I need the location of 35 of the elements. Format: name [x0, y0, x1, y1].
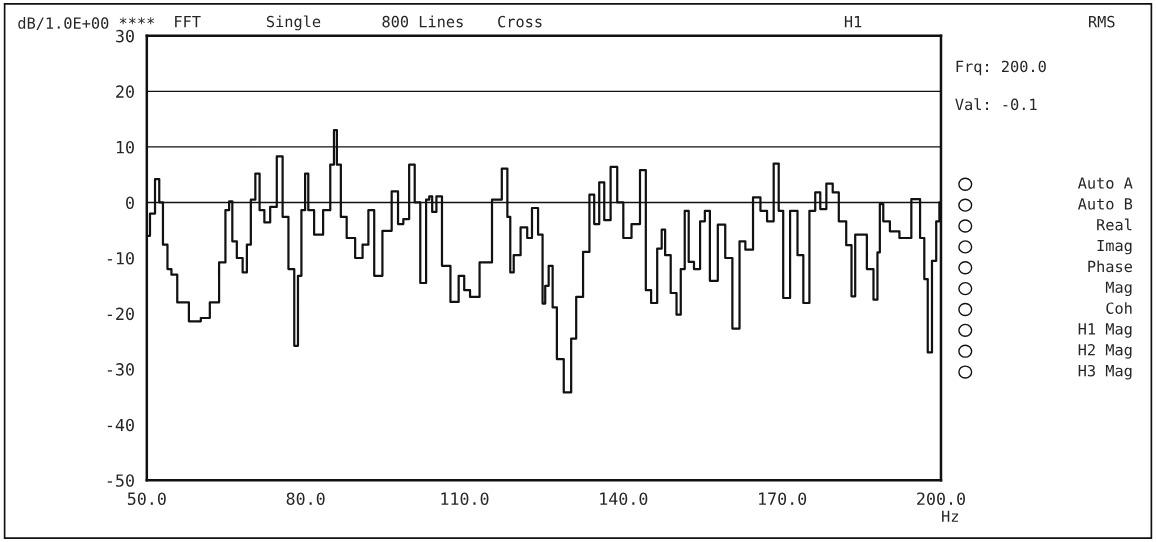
text: Val: -0.1	[955, 98, 1037, 111]
y-tick-label: -20	[107, 307, 134, 321]
text: Imag	[1097, 239, 1132, 255]
text: Auto B	[1077, 198, 1133, 210]
y-tick-label: 0	[126, 196, 134, 210]
y-tick-label: 30	[116, 29, 134, 43]
text: Cross	[498, 15, 542, 28]
y-tick-label: -50	[107, 474, 134, 487]
x-axis-title: Hz	[942, 510, 959, 522]
text: H2 Mag	[1078, 344, 1132, 359]
text: Real	[1097, 218, 1132, 231]
text: RMS	[1089, 15, 1115, 28]
text: 800 Lines	[382, 15, 463, 28]
y-tick-label: -40	[107, 418, 134, 432]
x-tick-label: 50.0	[127, 492, 166, 506]
y-tick-label: 20	[116, 85, 134, 98]
x-tick-label: 110.0	[441, 492, 489, 506]
x-tick-label: 200.0	[917, 492, 965, 506]
text: Frq: 200.0	[956, 60, 1046, 76]
text: FFT	[175, 16, 201, 28]
text: Auto A	[1077, 177, 1133, 189]
text: Phase	[1088, 260, 1132, 273]
x-tick-label: 80.0	[286, 492, 325, 506]
x-tick-label: 140.0	[600, 492, 648, 506]
y-axis-title: dB/1.0E+00 ****	[18, 17, 155, 31]
x-tick-label: 170.0	[759, 492, 807, 506]
text: H3 Mag	[1078, 364, 1132, 380]
y-tick-label: -10	[107, 252, 134, 265]
text: Single	[266, 15, 321, 31]
y-tick-label: -30	[107, 363, 134, 376]
y-tick-label: 10	[116, 140, 134, 154]
text: Mag	[1105, 281, 1132, 297]
text: H1 Mag	[1078, 323, 1132, 338]
text: Coh	[1106, 302, 1132, 314]
text: H1	[844, 16, 862, 28]
